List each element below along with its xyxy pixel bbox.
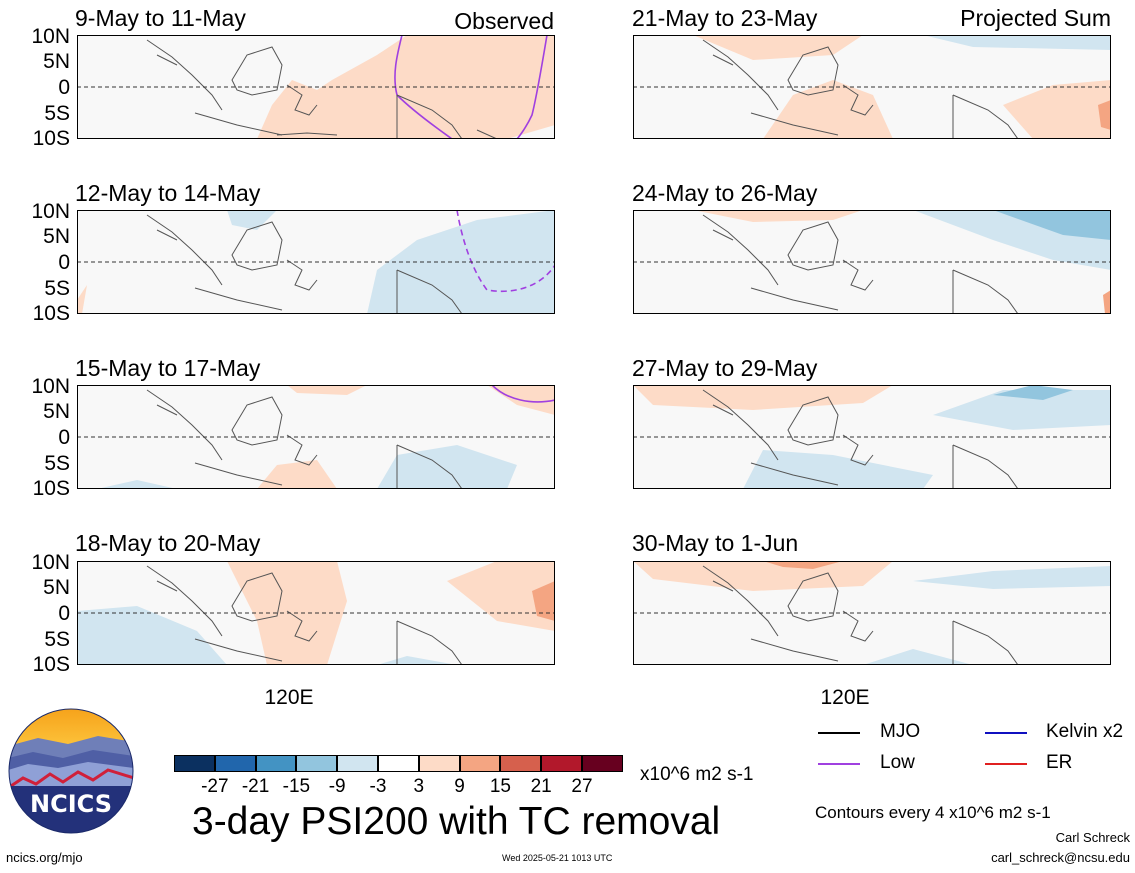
- y-tick: 10S: [32, 127, 70, 150]
- legend-line-kelvin: [985, 732, 1027, 734]
- y-tick: 10N: [31, 25, 70, 48]
- colorbar-swatch: [378, 755, 419, 772]
- colorbar-swatch: [418, 755, 460, 772]
- colorbar-tick: 15: [489, 776, 511, 797]
- panel-title: 24-May to 26-May: [632, 180, 818, 206]
- legend-label-er: ER: [1046, 752, 1073, 773]
- colorbar-tick: 9: [454, 776, 465, 797]
- colorbar-tick: -27: [201, 776, 229, 797]
- colorbar-swatch: [541, 755, 582, 772]
- colorbar-swatch: [174, 755, 215, 772]
- colorbar-tick: 21: [530, 776, 552, 797]
- colorbar-tick: 27: [571, 776, 593, 797]
- contour-note: Contours every 4 x10^6 m2 s-1: [815, 803, 1051, 822]
- y-tick: 10N: [31, 200, 70, 223]
- y-tick: 0: [58, 602, 70, 625]
- colorbar-tick: -15: [282, 776, 311, 797]
- footer-author: Carl Schreck: [1055, 830, 1130, 845]
- colorbar-swatch: [255, 755, 297, 772]
- panel-title: 30-May to 1-Jun: [632, 530, 799, 556]
- y-tick: 10N: [31, 551, 70, 574]
- panel-title: 27-May to 29-May: [632, 355, 818, 381]
- y-tick: 0: [58, 251, 70, 274]
- y-tick: 10N: [31, 375, 70, 398]
- colorbar-swatch: [582, 755, 623, 772]
- panel-title: 21-May to 23-May: [632, 5, 818, 31]
- map-panel-8: [633, 561, 1111, 665]
- ncics-logo: NCICS: [8, 708, 134, 834]
- colorbar-swatch: [296, 755, 338, 772]
- colorbar-tick: -9: [328, 776, 346, 797]
- map-panel-5: [633, 35, 1111, 139]
- colorbar-tick: 3: [413, 776, 425, 797]
- y-tick: 0: [58, 426, 70, 449]
- panel-title: 18-May to 20-May: [75, 530, 261, 556]
- y-tick: 5N: [43, 576, 70, 599]
- legend-label-mjo: MJO: [880, 721, 921, 742]
- y-tick: 10S: [32, 302, 70, 325]
- panel-corner-label: Observed: [454, 8, 554, 34]
- colorbar-swatch: [459, 755, 501, 772]
- map-panel-2: [77, 210, 555, 314]
- y-tick: 5S: [44, 102, 70, 125]
- colorbar-swatch: [500, 755, 542, 772]
- map-panel-4: [77, 561, 555, 665]
- legend-line-low: [818, 763, 860, 765]
- logo-text: NCICS: [30, 790, 112, 818]
- map-panel-3: [77, 385, 555, 489]
- panel-corner-label: Projected Sum: [960, 5, 1111, 31]
- footer-timestamp: Wed 2025-05-21 1013 UTC: [502, 853, 613, 863]
- colorbar-swatch: [337, 755, 378, 772]
- map-panel-6: [633, 210, 1111, 314]
- panel-title: 9-May to 11-May: [75, 5, 246, 31]
- footer-url[interactable]: ncics.org/mjo: [6, 850, 83, 865]
- footer-email[interactable]: carl_schreck@ncsu.edu: [991, 850, 1130, 865]
- x-tick-left: 120E: [264, 686, 314, 709]
- map-panel-7: [633, 385, 1111, 489]
- colorbar-swatch: [214, 755, 256, 772]
- panel-title: 15-May to 17-May: [75, 355, 261, 381]
- y-tick: 5S: [44, 628, 70, 651]
- map-panel-1: [77, 35, 555, 139]
- colorbar-tick: -21: [241, 776, 270, 797]
- colorbar-units: x10^6 m2 s-1: [640, 764, 754, 785]
- y-tick: 10S: [32, 477, 70, 500]
- y-tick: 5N: [43, 400, 70, 423]
- legend-line-er: [985, 763, 1027, 765]
- y-tick: 5S: [44, 277, 70, 300]
- y-tick: 0: [58, 76, 70, 99]
- figure-title: 3-day PSI200 with TC removal: [192, 800, 721, 843]
- y-tick: 5N: [43, 225, 70, 248]
- x-tick-right: 120E: [820, 686, 870, 709]
- y-tick: 5N: [43, 50, 70, 73]
- colorbar-tick: -3: [369, 776, 387, 797]
- ncics-logo-image: [8, 708, 134, 834]
- legend-line-mjo: [818, 732, 860, 734]
- panel-title: 12-May to 14-May: [75, 180, 261, 206]
- y-tick: 10S: [32, 653, 70, 676]
- legend-label-kelvin: Kelvin x2: [1046, 721, 1124, 742]
- y-tick: 5S: [44, 452, 70, 475]
- legend-label-low: Low: [880, 752, 915, 773]
